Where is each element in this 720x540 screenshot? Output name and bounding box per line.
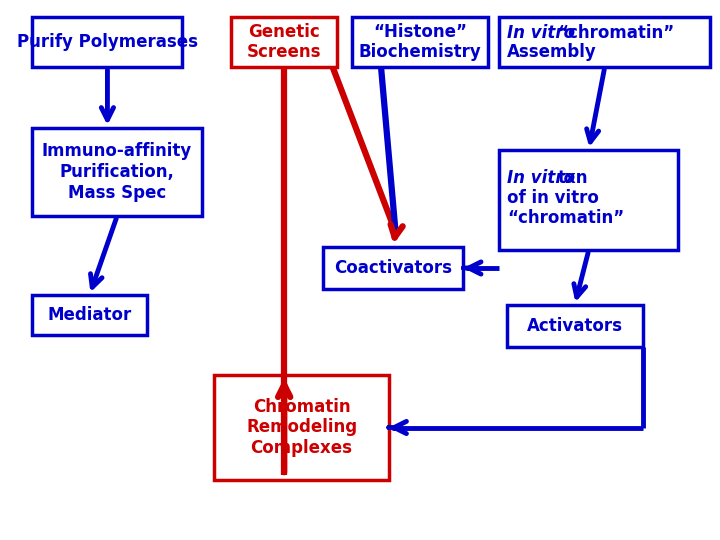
FancyBboxPatch shape bbox=[352, 17, 487, 67]
Text: txn: txn bbox=[557, 169, 588, 187]
FancyBboxPatch shape bbox=[499, 17, 711, 67]
FancyBboxPatch shape bbox=[32, 128, 202, 216]
FancyBboxPatch shape bbox=[215, 375, 389, 480]
Text: Assembly: Assembly bbox=[507, 43, 597, 61]
Text: of in vitro: of in vitro bbox=[507, 189, 599, 207]
Text: “Histone”
Biochemistry: “Histone” Biochemistry bbox=[359, 23, 481, 62]
Text: Immuno-affinity
Purification,
Mass Spec: Immuno-affinity Purification, Mass Spec bbox=[42, 142, 192, 202]
FancyBboxPatch shape bbox=[231, 17, 338, 67]
Text: Coactivators: Coactivators bbox=[334, 259, 452, 277]
Text: “chromatin”: “chromatin” bbox=[507, 209, 624, 227]
Text: Purify Polymerases: Purify Polymerases bbox=[17, 33, 198, 51]
Text: Mediator: Mediator bbox=[48, 306, 132, 324]
FancyBboxPatch shape bbox=[32, 17, 182, 67]
Text: In vitro: In vitro bbox=[507, 169, 575, 187]
FancyBboxPatch shape bbox=[32, 295, 147, 335]
FancyBboxPatch shape bbox=[323, 247, 464, 289]
Text: Genetic
Screens: Genetic Screens bbox=[247, 23, 321, 62]
Text: In vitro: In vitro bbox=[507, 24, 575, 42]
FancyBboxPatch shape bbox=[499, 150, 678, 250]
Text: “chromatin”: “chromatin” bbox=[557, 24, 675, 42]
Text: Activators: Activators bbox=[527, 317, 623, 335]
FancyBboxPatch shape bbox=[507, 305, 642, 347]
Text: Chromatin
Remodeling
Complexes: Chromatin Remodeling Complexes bbox=[246, 397, 357, 457]
